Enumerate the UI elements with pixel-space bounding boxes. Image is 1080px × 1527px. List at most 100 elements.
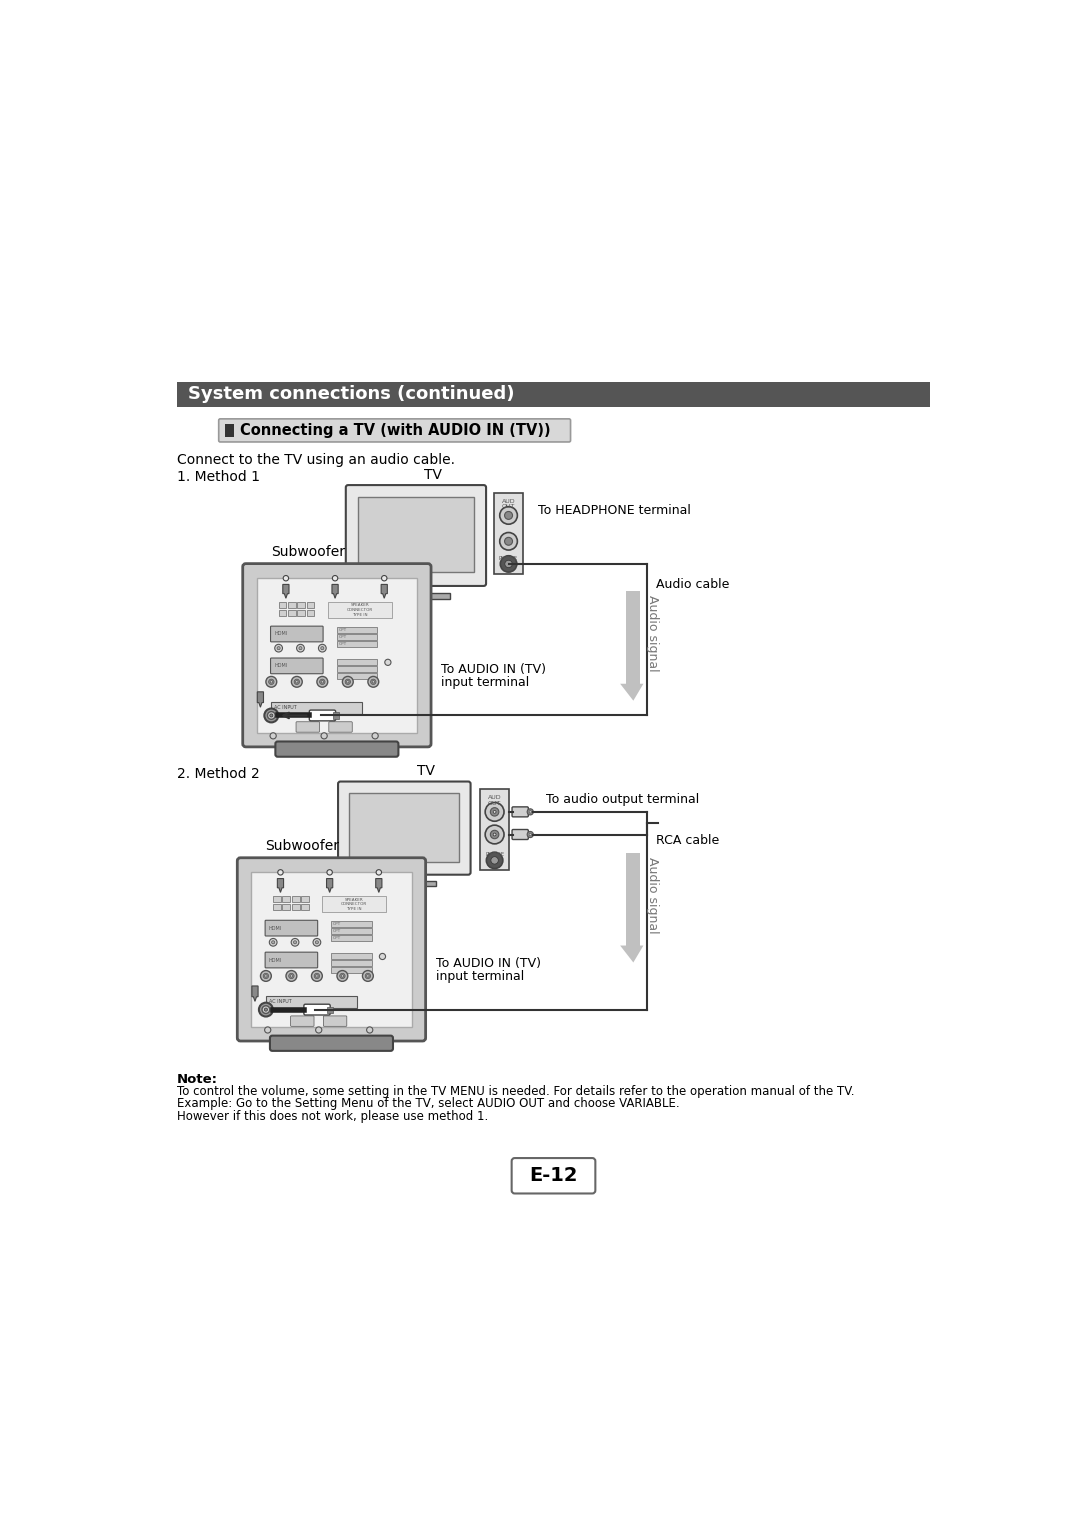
Bar (288, 602, 296, 608)
Bar (307, 602, 314, 608)
Text: AUD
OUT: AUD OUT (502, 499, 515, 510)
Bar (626, 854, 640, 945)
Circle shape (278, 870, 283, 875)
FancyBboxPatch shape (265, 921, 318, 936)
Text: TV: TV (417, 764, 434, 777)
Circle shape (311, 971, 322, 982)
Text: Example: Go to the Setting Menu of the TV, select AUDIO OUT and choose VARIABLE.: Example: Go to the Setting Menu of the T… (177, 1098, 679, 1110)
Circle shape (373, 681, 375, 683)
Circle shape (294, 941, 297, 944)
Circle shape (316, 676, 327, 687)
Circle shape (265, 974, 267, 977)
Circle shape (297, 644, 305, 652)
Bar (332, 953, 372, 959)
Circle shape (259, 1003, 273, 1017)
FancyBboxPatch shape (270, 1035, 393, 1051)
Circle shape (260, 971, 271, 982)
Circle shape (294, 680, 299, 684)
Circle shape (500, 533, 517, 550)
Bar (349, 793, 459, 861)
Text: OPT: OPT (333, 922, 341, 927)
Text: Subwoofer: Subwoofer (266, 840, 339, 854)
FancyBboxPatch shape (271, 626, 323, 641)
Bar (177, 382, 930, 406)
Bar (333, 713, 339, 719)
Circle shape (342, 676, 353, 687)
Bar (626, 591, 640, 684)
Circle shape (366, 1026, 373, 1034)
Circle shape (319, 644, 326, 652)
Bar (332, 935, 372, 942)
Bar (332, 921, 372, 927)
Circle shape (340, 973, 346, 979)
Bar (273, 896, 281, 902)
Circle shape (490, 808, 499, 815)
Bar (373, 881, 436, 886)
Bar (292, 896, 299, 902)
Circle shape (333, 576, 338, 580)
Circle shape (288, 973, 294, 979)
Circle shape (494, 834, 496, 835)
Circle shape (314, 973, 320, 979)
Text: E-12: E-12 (529, 1167, 578, 1185)
Polygon shape (278, 878, 284, 892)
Circle shape (372, 733, 378, 739)
Bar (225, 425, 234, 437)
Bar (283, 904, 291, 910)
Bar (301, 904, 309, 910)
Bar (337, 641, 377, 647)
Text: HDMI: HDMI (269, 925, 282, 930)
FancyBboxPatch shape (512, 1157, 595, 1194)
Bar (332, 960, 372, 967)
Circle shape (299, 646, 302, 649)
Text: AUD
OUT: AUD OUT (488, 796, 501, 806)
FancyBboxPatch shape (218, 418, 570, 441)
Text: AC INPUT: AC INPUT (269, 1000, 292, 1005)
Circle shape (262, 1006, 270, 1014)
FancyBboxPatch shape (238, 858, 426, 1041)
Circle shape (500, 556, 517, 573)
Circle shape (494, 811, 496, 814)
Circle shape (527, 831, 534, 838)
Circle shape (529, 834, 531, 835)
FancyBboxPatch shape (275, 742, 399, 757)
Bar (271, 702, 363, 713)
Text: input terminal: input terminal (435, 970, 524, 983)
Circle shape (485, 803, 504, 822)
Text: Audio cable: Audio cable (656, 579, 729, 591)
Bar (297, 609, 305, 615)
Text: System connections (continued): System connections (continued) (188, 385, 514, 403)
FancyBboxPatch shape (309, 710, 336, 721)
Circle shape (365, 973, 370, 979)
Circle shape (320, 680, 325, 684)
FancyBboxPatch shape (265, 953, 318, 968)
Circle shape (381, 576, 387, 580)
Text: Subwoofer: Subwoofer (271, 545, 345, 559)
Circle shape (384, 660, 391, 666)
Circle shape (379, 953, 386, 959)
Text: OPT: OPT (333, 936, 341, 941)
Circle shape (490, 831, 499, 838)
Bar (480, 789, 510, 870)
FancyBboxPatch shape (512, 829, 528, 840)
Bar (322, 896, 387, 912)
Polygon shape (381, 585, 388, 599)
Text: OPT: OPT (333, 930, 341, 933)
Text: To AUDIO IN (TV): To AUDIO IN (TV) (441, 663, 546, 676)
Bar (332, 928, 372, 935)
Circle shape (315, 974, 318, 977)
Circle shape (337, 971, 348, 982)
Text: input terminal: input terminal (441, 676, 529, 689)
Polygon shape (620, 684, 644, 701)
Bar (382, 594, 450, 599)
Bar (337, 673, 377, 680)
Bar (266, 996, 357, 1008)
Circle shape (529, 811, 531, 812)
FancyBboxPatch shape (271, 658, 323, 673)
Text: Audio signal: Audio signal (647, 596, 660, 672)
Text: PHONE: PHONE (499, 556, 518, 560)
Text: To HEADPHONE terminal: To HEADPHONE terminal (538, 504, 691, 518)
Text: SPEAKER
CONNECTOR
TYPE IN: SPEAKER CONNECTOR TYPE IN (341, 898, 367, 910)
Polygon shape (326, 878, 333, 892)
Circle shape (527, 809, 534, 815)
